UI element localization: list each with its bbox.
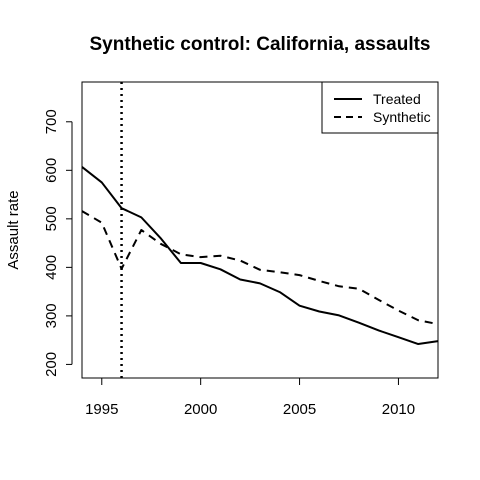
y-axis: 200 300 400 500 600 700: [43, 109, 73, 377]
y-tick-label: 500: [43, 206, 60, 231]
x-tick-label: 1995: [85, 401, 118, 418]
legend: Treated Synthetic: [321, 81, 439, 134]
y-tick-label: 600: [43, 158, 60, 183]
y-tick-label: 300: [43, 303, 60, 328]
x-axis: 1995 2000 2005 2010: [85, 378, 415, 418]
plot-area: [81, 82, 439, 378]
y-tick-label: 400: [43, 255, 60, 280]
y-axis-label: Assault rate: [5, 190, 22, 269]
x-tick-label: 2005: [283, 401, 316, 418]
y-tick-label: 700: [43, 109, 60, 134]
x-tick-label: 2010: [382, 401, 415, 418]
chart-title: Synthetic control: California, assaults: [89, 34, 430, 55]
y-tick-label: 200: [43, 352, 60, 377]
series-line-synthetic: [81, 210, 439, 326]
legend-label-synthetic: Synthetic: [373, 109, 431, 125]
series-line-treated: [81, 166, 439, 346]
x-tick-label: 2000: [184, 401, 217, 418]
plot-frame: [81, 81, 439, 379]
legend-label-treated: Treated: [373, 91, 421, 107]
legend-box: [321, 81, 439, 134]
